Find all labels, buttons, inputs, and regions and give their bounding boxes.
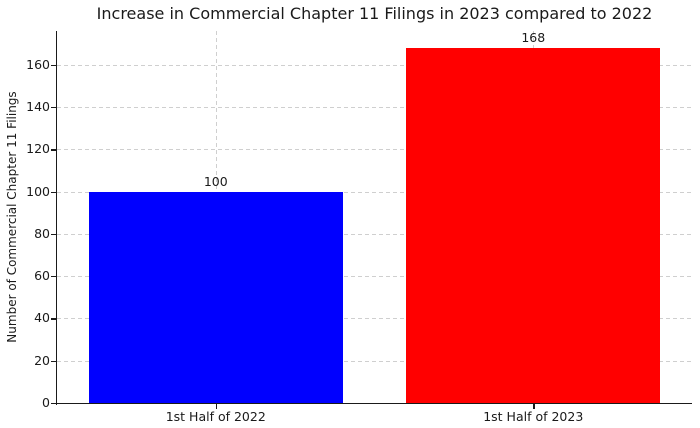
y-tick-label: 60 <box>34 268 50 284</box>
y-tick-mark <box>50 403 56 405</box>
y-tick-label: 100 <box>26 183 50 199</box>
y-gridline <box>57 191 692 193</box>
y-tick-mark <box>50 64 56 67</box>
bar-value-label: 100 <box>203 173 228 189</box>
chart-title: Increase in Commercial Chapter 11 Filing… <box>96 4 653 23</box>
y-tick-mark <box>50 318 56 320</box>
bar-2 <box>406 47 661 403</box>
y-gridline <box>57 64 692 66</box>
y-tick-label: 140 <box>26 99 50 115</box>
y-tick-label: 80 <box>34 225 50 241</box>
x-tick-label: 1st Half of 2022 <box>165 409 266 424</box>
y-gridline <box>57 360 692 362</box>
y-tick-mark <box>50 360 56 363</box>
y-tick-label: 40 <box>34 310 50 326</box>
y-tick-label: 0 <box>42 395 50 410</box>
x-axis-spine <box>55 402 692 405</box>
y-tick-mark <box>50 276 56 278</box>
y-tick-mark <box>50 233 56 236</box>
x-tick-mark <box>533 404 535 410</box>
y-axis-spine <box>55 31 57 405</box>
y-tick-mark <box>50 191 56 193</box>
y-gridline <box>57 233 692 235</box>
y-tick-mark <box>50 107 56 109</box>
y-gridline <box>57 276 692 278</box>
y-tick-label: 120 <box>26 141 50 157</box>
x-tick-label: 1st Half of 2023 <box>483 409 584 424</box>
bar-value-label: 168 <box>521 29 546 45</box>
y-tick-mark <box>50 149 56 151</box>
y-gridline <box>57 107 692 109</box>
bar-1 <box>88 191 343 403</box>
y-tick-label: 20 <box>34 352 50 368</box>
y-gridline <box>57 149 692 151</box>
y-gridline <box>57 318 692 320</box>
y-axis-label: Number of Commercial Chapter 11 Filings <box>5 91 19 343</box>
x-tick-mark <box>215 404 218 410</box>
y-tick-label: 160 <box>26 56 50 72</box>
